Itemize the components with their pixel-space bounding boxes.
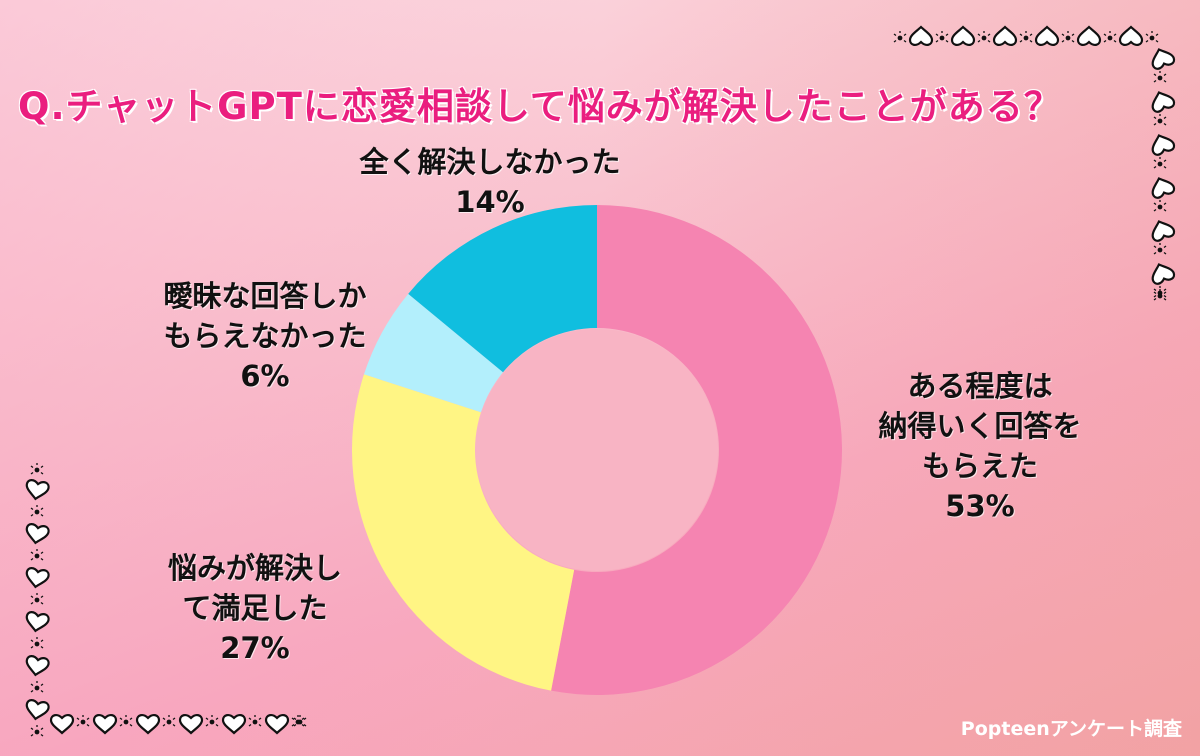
slice-solved xyxy=(351,374,575,691)
label-some-pct: 53% xyxy=(945,489,1015,523)
source-credit: Popteenアンケート調査 xyxy=(960,718,1182,740)
label-vague-pct: 6% xyxy=(240,359,290,393)
label-some: ある程度は 納得いく回答を もらえた 53% xyxy=(830,366,1130,526)
label-some-line3: もらえた xyxy=(921,449,1038,483)
slice-some xyxy=(551,205,842,695)
label-solved-line1: 悩みが解決し xyxy=(167,551,342,585)
donut-hole xyxy=(476,329,718,571)
label-solved-line2: て満足した xyxy=(182,591,328,625)
label-vague: 曖昧な回答しか もらえなかった 6% xyxy=(120,276,410,396)
label-none-text: 全く解決しなかった xyxy=(359,145,621,179)
slice-vague xyxy=(363,293,503,413)
label-solved: 悩みが解決し て満足した 27% xyxy=(130,548,380,668)
label-none: 全く解決しなかった 14% xyxy=(320,142,660,222)
label-vague-line1: 曖昧な回答しか xyxy=(163,279,367,313)
label-solved-pct: 27% xyxy=(220,631,290,665)
label-some-line1: ある程度は xyxy=(907,369,1053,403)
label-vague-line2: もらえなかった xyxy=(163,319,367,353)
label-none-pct: 14% xyxy=(455,185,525,219)
label-some-line2: 納得いく回答を xyxy=(878,409,1082,443)
slice-none xyxy=(408,205,597,373)
chart-title: Q.チャットGPTに恋愛相談して悩みが解決したことがある？ xyxy=(18,85,1062,128)
